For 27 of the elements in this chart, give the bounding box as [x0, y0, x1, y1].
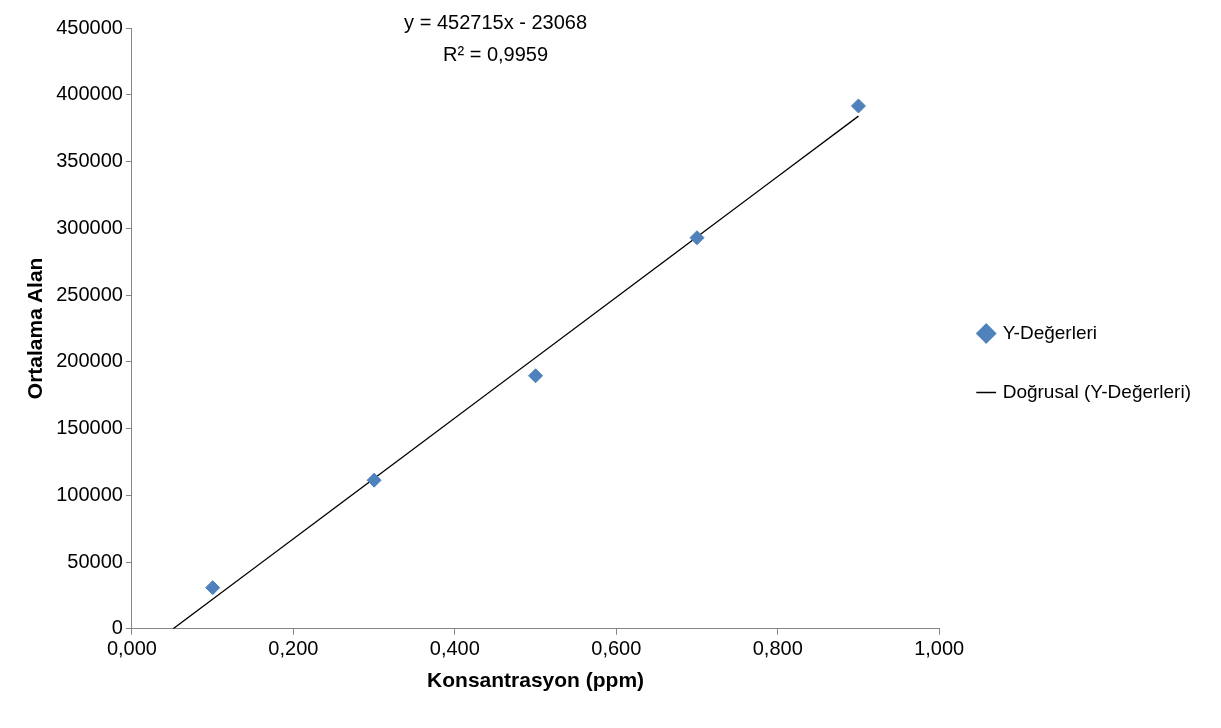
- annotation: R² = 0,9959: [443, 42, 549, 65]
- x-tick-label: 1,000: [914, 637, 965, 660]
- x-tick-label: 0,000: [106, 637, 157, 660]
- y-tick-label: 200000: [56, 349, 123, 372]
- legend-label: Doğrusal (Y-Değerleri): [1002, 380, 1191, 402]
- point: [366, 472, 382, 488]
- y-tick-label: 0: [111, 616, 123, 639]
- point: [689, 230, 705, 246]
- x-axis-title: Konsantrasyon (ppm): [427, 668, 645, 692]
- x-tick-label: 0,800: [752, 637, 803, 660]
- y-tick-label: 400000: [56, 82, 123, 105]
- y-tick-label: 450000: [56, 15, 123, 38]
- y-tick-label: 100000: [56, 482, 123, 505]
- x-tick-label: 0,600: [591, 637, 642, 660]
- point: [850, 98, 866, 114]
- y-tick-label: 150000: [56, 416, 123, 439]
- x-tick-label: 0,200: [268, 637, 319, 660]
- annotation: y = 452715x - 23068: [404, 10, 588, 33]
- x-tick-label: 0,400: [429, 637, 480, 660]
- y-axis-title: Ortalama Alan: [23, 257, 47, 400]
- point: [205, 580, 221, 596]
- legend-label: Y-Değerleri: [1002, 321, 1098, 343]
- y-tick-label: 300000: [56, 215, 123, 238]
- point: [528, 368, 544, 384]
- y-tick-label: 50000: [67, 549, 123, 572]
- y-tick-label: 350000: [56, 149, 123, 172]
- y-tick-label: 250000: [56, 282, 123, 305]
